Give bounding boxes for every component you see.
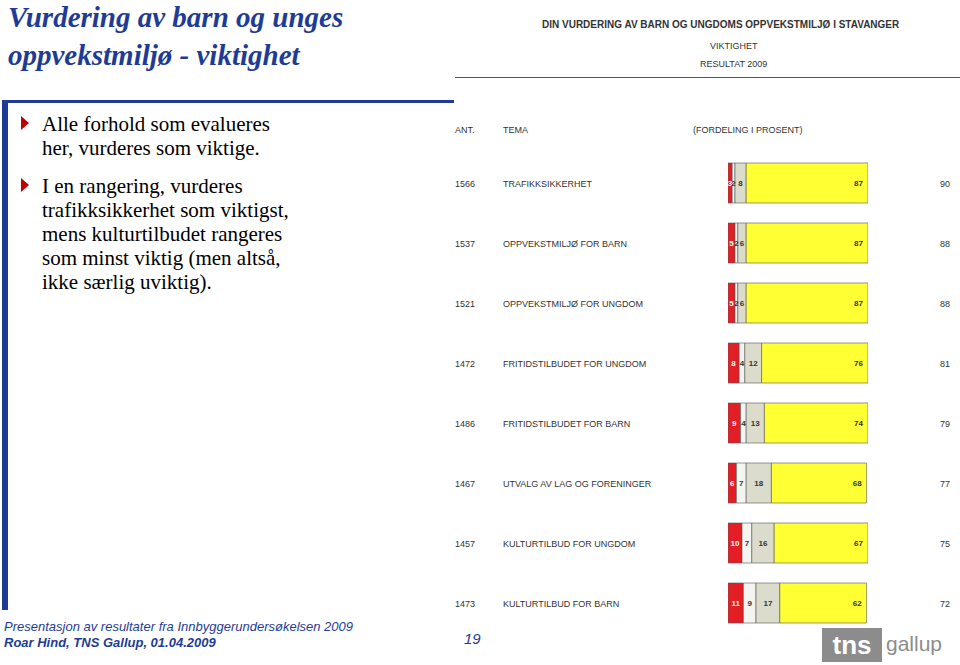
svg-text:17: 17	[763, 599, 772, 608]
svg-text:2: 2	[734, 239, 739, 248]
svg-text:1486: 1486	[455, 419, 475, 429]
html-text:ANT.: ANT.	[455, 125, 475, 135]
svg-text:2: 2	[734, 299, 739, 308]
svg-text:10: 10	[731, 539, 740, 548]
svg-text:88: 88	[940, 299, 950, 309]
svg-text:13: 13	[751, 419, 760, 428]
svg-text:12: 12	[749, 359, 758, 368]
svg-text:62: 62	[853, 599, 862, 608]
svg-text:4: 4	[740, 359, 745, 368]
svg-text:4: 4	[741, 419, 746, 428]
html-text:TEMA: TEMA	[503, 125, 528, 135]
svg-text:81: 81	[940, 359, 950, 369]
svg-text:1457: 1457	[455, 539, 475, 549]
html-text:som minst viktig (men altså,: som minst viktig (men altså,	[42, 246, 281, 270]
svg-text:18: 18	[754, 479, 763, 488]
html-text:mens kulturtilbudet rangeres: mens kulturtilbudet rangeres	[42, 222, 283, 246]
svg-text:8: 8	[738, 179, 743, 188]
svg-text:KULTURTILBUD FOR BARN: KULTURTILBUD FOR BARN	[503, 599, 619, 609]
svg-text:11: 11	[731, 599, 740, 608]
svg-text:6: 6	[740, 239, 745, 248]
html-text:gallup: gallup	[886, 632, 943, 655]
svg-text:74: 74	[854, 419, 863, 428]
svg-text:1467: 1467	[455, 479, 475, 489]
html-text:VIKTIGHET: VIKTIGHET	[710, 41, 758, 51]
html-text:Vurdering av barn og unges opp: Vurdering av barn og unges oppvekstmiljø…	[8, 1, 344, 71]
svg-text:77: 77	[940, 479, 950, 489]
svg-text:8: 8	[731, 359, 736, 368]
svg-text:90: 90	[940, 179, 950, 189]
svg-text:68: 68	[853, 479, 862, 488]
svg-text:87: 87	[854, 179, 863, 188]
svg-text:88: 88	[940, 239, 950, 249]
html-text:(FORDELING I PROSENT): (FORDELING I PROSENT)	[693, 125, 803, 135]
svg-text:67: 67	[854, 539, 863, 548]
html-text:tns: tns	[832, 630, 872, 660]
html-text:19: 19	[464, 630, 481, 647]
svg-text:1566: 1566	[455, 179, 475, 189]
svg-text:16: 16	[759, 539, 768, 548]
svg-text:TRAFIKKSIKKERHET: TRAFIKKSIKKERHET	[503, 179, 593, 189]
html-text:I en rangering, vurderes: I en rangering, vurderes	[42, 174, 243, 198]
svg-text:9: 9	[747, 599, 752, 608]
svg-text:1537: 1537	[455, 239, 475, 249]
html-text:Roar Hind, TNS Gallup, 01.04.2: Roar Hind, TNS Gallup, 01.04.2009	[4, 635, 216, 650]
html-text:trafikksikkerhet som viktigst,: trafikksikkerhet som viktigst,	[42, 198, 289, 222]
svg-text:7: 7	[739, 479, 744, 488]
html-text:her, vurderes som viktige.: her, vurderes som viktige.	[42, 136, 260, 160]
svg-text:76: 76	[854, 359, 863, 368]
svg-text:7: 7	[745, 539, 750, 548]
svg-text:3: 3	[727, 178, 733, 188]
svg-text:1473: 1473	[455, 599, 475, 609]
svg-text:79: 79	[940, 419, 950, 429]
svg-text:KULTURTILBUD FOR UNGDOM: KULTURTILBUD FOR UNGDOM	[503, 539, 635, 549]
svg-text:5: 5	[729, 238, 734, 248]
svg-text:OPPVEKSTMILJØ FOR BARN: OPPVEKSTMILJØ FOR BARN	[503, 239, 627, 249]
html-text:RESULTAT 2009: RESULTAT 2009	[700, 59, 768, 69]
svg-text:87: 87	[854, 299, 863, 308]
svg-text:9: 9	[732, 419, 737, 428]
svg-text:6: 6	[740, 299, 745, 308]
svg-text:5: 5	[729, 298, 734, 308]
svg-text:6: 6	[730, 479, 735, 488]
svg-text:UTVALG AV LAG OG FORENINGER: UTVALG AV LAG OG FORENINGER	[503, 479, 652, 489]
svg-text:2: 2	[731, 179, 736, 188]
svg-text:FRITIDSTILBUDET FOR UNGDOM: FRITIDSTILBUDET FOR UNGDOM	[503, 359, 646, 369]
svg-text:72: 72	[940, 599, 950, 609]
svg-text:87: 87	[854, 239, 863, 248]
svg-text:1521: 1521	[455, 299, 475, 309]
html-text:ikke særlig uviktig).: ikke særlig uviktig).	[42, 270, 212, 294]
svg-text:1472: 1472	[455, 359, 475, 369]
svg-text:OPPVEKSTMILJØ FOR UNGDOM: OPPVEKSTMILJØ FOR UNGDOM	[503, 299, 643, 309]
html-text:DIN VURDERING AV BARN OG UNGDO: DIN VURDERING AV BARN OG UNGDOMS OPPVEKS…	[542, 19, 900, 30]
html-text:Presentasjon av resultater fra: Presentasjon av resultater fra Innbygger…	[4, 619, 353, 634]
svg-text:FRITIDSTILBUDET FOR BARN: FRITIDSTILBUDET FOR BARN	[503, 419, 630, 429]
html-text:Alle forhold som evalueres: Alle forhold som evalueres	[42, 112, 270, 136]
svg-text:75: 75	[940, 539, 950, 549]
